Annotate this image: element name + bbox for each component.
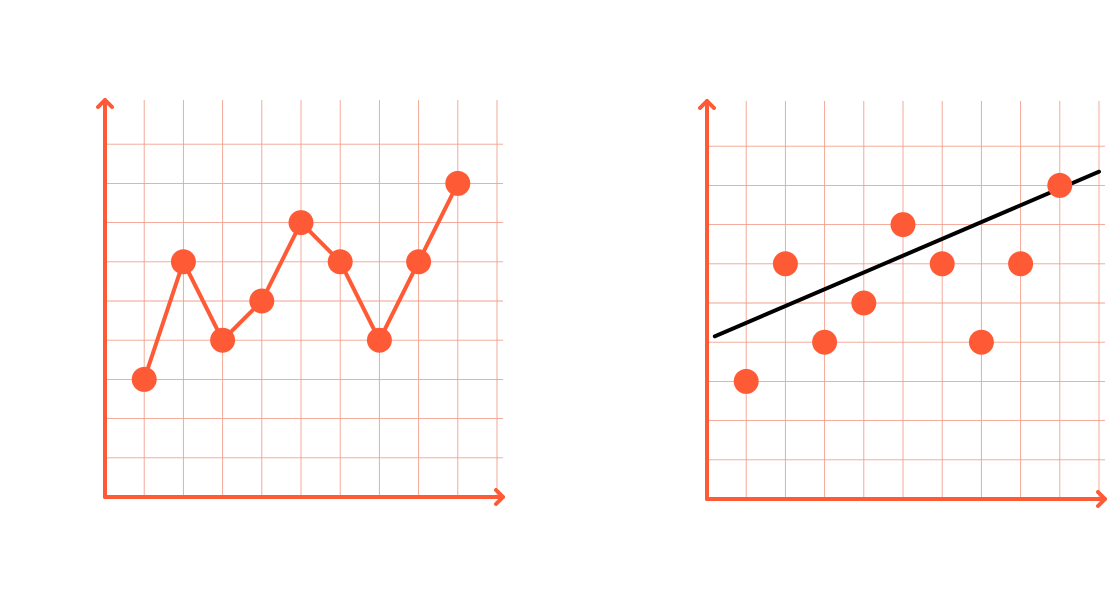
data-point (406, 249, 432, 275)
data-point (929, 251, 955, 277)
data-point (733, 368, 759, 394)
line-chart (96, 98, 505, 506)
data-point (249, 288, 275, 314)
data-point (288, 210, 314, 236)
data-point (170, 249, 196, 275)
data-point (851, 290, 877, 316)
data-point (327, 249, 353, 275)
axes (96, 98, 505, 506)
grid (105, 100, 503, 497)
y-axis-arrow-icon (698, 99, 716, 110)
data-point (366, 327, 392, 353)
grid (707, 101, 1105, 499)
data-point (210, 327, 236, 353)
data-point (812, 329, 838, 355)
trend-line (712, 169, 1101, 339)
data-point (445, 170, 471, 196)
x-axis-arrow-icon (494, 488, 505, 506)
data-point (131, 366, 157, 392)
data-point (1047, 172, 1073, 198)
data-points (733, 172, 1073, 394)
axes (698, 99, 1107, 508)
data-point (772, 251, 798, 277)
data-point (890, 212, 916, 238)
data-points (131, 170, 471, 392)
scatter-chart-with-trendline (698, 99, 1107, 508)
data-point (968, 329, 994, 355)
x-axis-arrow-icon (1096, 490, 1107, 508)
y-axis-arrow-icon (96, 98, 114, 109)
data-point (1008, 251, 1034, 277)
